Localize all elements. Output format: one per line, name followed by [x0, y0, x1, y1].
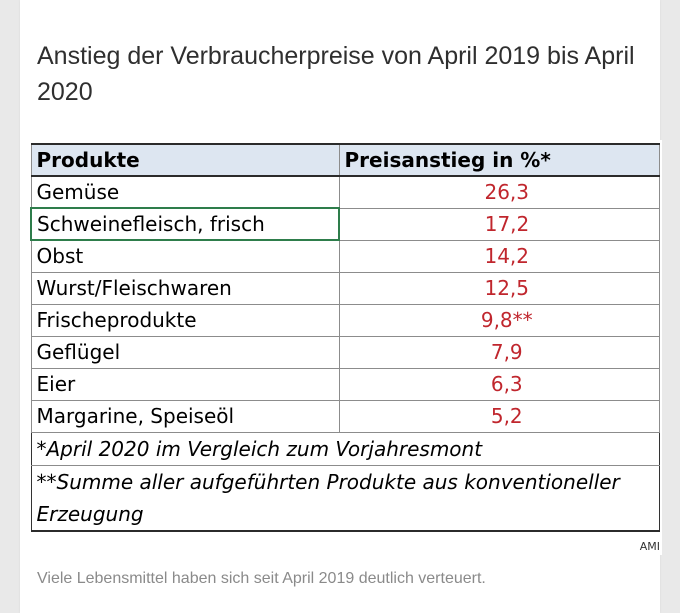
value-cell: 6,3: [338, 367, 660, 401]
article-page: Anstieg der Verbraucherpreise von April …: [20, 0, 662, 613]
table-row: Frischeprodukte 9,8**: [30, 303, 660, 337]
table-row: Wurst/Fleischwaren 12,5: [30, 271, 660, 305]
value-cell: 14,2: [338, 239, 660, 273]
product-cell-selected: Schweinefleisch, frisch: [30, 207, 340, 241]
value-cell: 12,5: [338, 271, 660, 305]
value-cell: 17,2: [338, 207, 660, 241]
table-row: Obst 14,2: [30, 239, 660, 273]
table-row: Geflügel 7,9: [30, 335, 660, 369]
table-image[interactable]: Produkte Preisanstieg in %* Gemüse 26,3 …: [30, 140, 662, 555]
source-label: AMI: [639, 540, 660, 553]
footnote-row: **Summe aller aufgeführten Produkte aus …: [30, 464, 660, 532]
footnote-row: *April 2020 im Vergleich zum Vorjahresmo…: [30, 431, 660, 466]
header-products: Produkte: [30, 143, 340, 177]
product-cell: Frischeprodukte: [30, 303, 340, 337]
value-cell: 26,3: [338, 175, 660, 209]
table-row: Schweinefleisch, frisch 17,2: [30, 207, 660, 241]
article-headline: Anstieg der Verbraucherpreise von April …: [37, 42, 635, 106]
value-cell: 7,9: [338, 335, 660, 369]
price-table: Produkte Preisanstieg in %* Gemüse 26,3 …: [30, 143, 660, 532]
footnote-sum: **Summe aller aufgeführten Produkte aus …: [30, 464, 660, 532]
table-header-row: Produkte Preisanstieg in %*: [30, 143, 660, 177]
value-cell: 5,2: [338, 399, 660, 433]
table-row: Gemüse 26,3: [30, 175, 660, 209]
image-caption: Viele Lebensmittel haben sich seit April…: [37, 570, 486, 587]
product-cell: Margarine, Speiseöl: [30, 399, 340, 433]
table-row: Eier 6,3: [30, 367, 660, 401]
footnote-comparison: *April 2020 im Vergleich zum Vorjahresmo…: [30, 431, 660, 466]
value-cell: 9,8**: [338, 303, 660, 337]
table-row: Margarine, Speiseöl 5,2: [30, 399, 660, 433]
product-cell: Geflügel: [30, 335, 340, 369]
product-cell: Eier: [30, 367, 340, 401]
product-cell: Obst: [30, 239, 340, 273]
header-price-increase: Preisanstieg in %*: [338, 143, 660, 177]
product-cell: Wurst/Fleischwaren: [30, 271, 340, 305]
product-cell: Gemüse: [30, 175, 340, 209]
